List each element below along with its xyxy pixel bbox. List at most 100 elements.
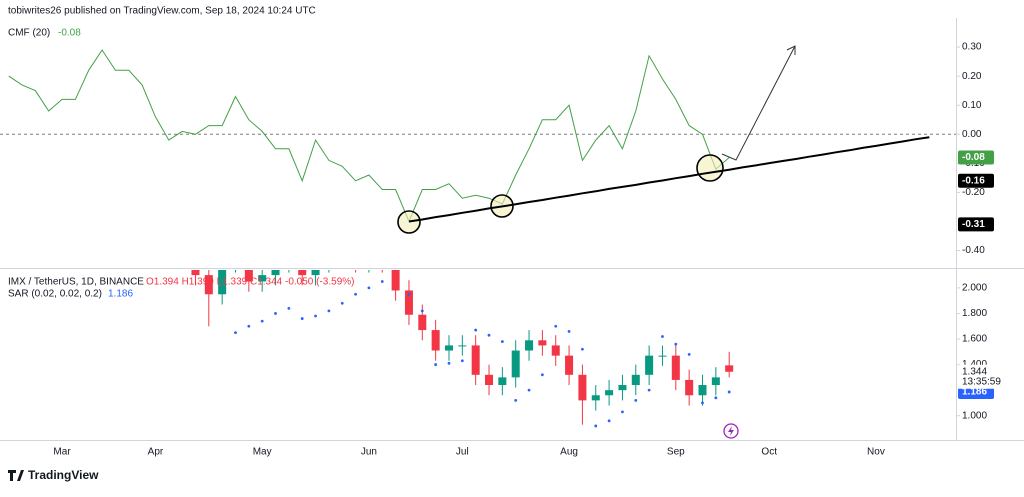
y-tick-label: 1.600 [962,334,987,345]
candle-body [204,275,213,295]
sar-dot [434,363,438,366]
candle-body [191,270,200,276]
projection-arrow [721,45,796,161]
candle-body [471,345,480,375]
candle-body [578,374,587,401]
sar-dot [474,328,478,332]
candle-body [551,345,560,356]
sar-dot [634,398,638,402]
sar-dot [701,401,704,405]
brand-name[interactable]: TradingView [28,468,99,482]
x-tick-label: Oct [761,447,777,458]
sar-dot [500,340,504,343]
icon-bolt[interactable] [728,426,734,436]
y-tick-label: 1.400 [962,359,987,370]
candle-body [565,355,574,375]
y-tick-label: -0.40 [962,245,985,256]
countdown: 13:35:59 [962,376,1001,387]
candle-body [511,350,520,378]
candle-body [311,270,320,276]
x-tick-label: Mar [53,447,71,458]
sar-dot [647,388,651,392]
arrow-head [786,45,796,55]
sar-dot [487,333,491,337]
candle-body [498,377,507,386]
candle-body [605,390,614,396]
sar-badge: 1.186 [962,387,987,398]
dividend-icon[interactable] [723,423,739,439]
touch-circle [397,210,421,234]
candle-body [658,355,667,357]
candle-body [418,314,427,331]
sar-dot [234,331,237,335]
y-tick-label: 0.10 [962,100,982,111]
candle-body [404,290,413,315]
sar-dot [554,324,558,328]
candle-body [631,374,640,386]
level-badge: -0.16 [962,175,985,186]
candle-body [711,377,720,386]
candle-body [538,340,547,346]
y-tick-label: 1.000 [962,410,987,421]
trendline [408,136,930,223]
sar-dot [420,309,424,313]
level-badge-bg [958,217,994,232]
sar-dot [300,317,304,320]
sar-dot [327,309,331,313]
sar-dot [540,373,544,377]
cmf-pane [0,49,956,223]
x-tick-label: May [253,447,272,458]
sar-dot [247,324,251,328]
y-tick-label: 2.000 [962,283,987,294]
sar-dot [607,419,611,423]
candle-body [218,270,227,295]
cmf-line [8,49,730,223]
sar-dot [407,292,411,296]
y-tick-label: 0.00 [962,129,982,140]
icon-ring[interactable] [723,423,739,439]
sar-dot [514,398,518,402]
y-tick-label: 0.30 [962,42,982,53]
sar-dot [727,390,731,394]
candle-body [391,270,400,291]
brand-logo[interactable] [8,470,24,481]
cmf-legend-value: -0.08 [58,28,81,39]
touch-circle [696,154,724,182]
sar-dot [581,347,584,351]
sar-dot [314,314,317,318]
candle-body [258,275,267,282]
x-tick-label: Sep [667,447,685,458]
x-tick-label: Aug [560,447,578,458]
sar-dot [527,388,531,392]
arrow-line [721,45,796,161]
candle-body [685,379,694,396]
sar-dot [714,396,718,400]
sar-legend-name: SAR (0.02, 0.02, 0.2) [8,289,102,300]
y-tick-label: -0.20 [962,187,985,198]
level-badge: -0.31 [962,219,985,230]
x-tick-label: Apr [148,447,164,458]
candle-body [698,385,707,396]
sar-dot [621,410,624,414]
x-tick-label: Jun [361,447,377,458]
sar-dot [274,312,277,315]
brand[interactable]: TradingView [8,468,99,482]
cmf-last-badge-bg [958,150,994,165]
candle-body [298,270,307,276]
candle-body [671,355,680,380]
candle-body [244,270,253,282]
sar-dot [367,286,371,290]
candle-body [618,385,627,391]
candle-body [525,340,534,351]
candle-body [485,374,494,386]
sar-dot [380,280,384,283]
candle-body [591,395,600,401]
sar-dot [661,335,664,338]
candle-body [271,270,280,276]
sar-dot [287,306,291,310]
candle-body [444,345,453,351]
last-price-bg [958,364,998,389]
sar-dot [447,361,451,365]
byline: tobiwrites26 published on TradingView.co… [8,6,316,17]
